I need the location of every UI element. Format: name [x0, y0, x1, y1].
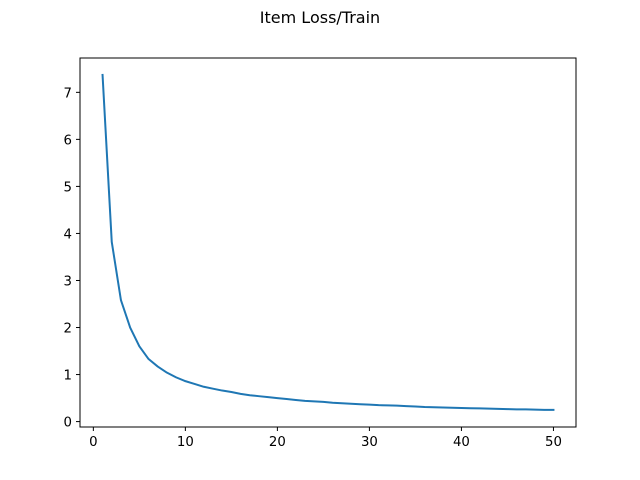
y-tick-label: 7 [64, 86, 72, 101]
x-tick-label: 20 [269, 435, 286, 450]
series-line-0 [101, 73, 555, 411]
x-tick-label: 30 [361, 435, 378, 450]
x-tick-label: 50 [545, 435, 562, 450]
y-tick-label: 6 [64, 133, 72, 148]
y-tick-label: 2 [64, 322, 72, 337]
y-tick-label: 5 [64, 180, 72, 195]
y-tick-label: 4 [64, 227, 72, 242]
chart-title: Item Loss/Train [260, 8, 380, 27]
y-tick-label: 0 [64, 416, 72, 431]
x-tick-label: 0 [89, 435, 97, 450]
y-tick-label: 1 [64, 369, 72, 384]
x-tick-label: 40 [453, 435, 470, 450]
plot-area: 0 10 20 30 40 50 0 1 2 3 4 5 6 7 [64, 57, 577, 450]
axes-frame [79, 57, 577, 428]
x-tick-label: 10 [177, 435, 194, 450]
y-tick-label: 3 [64, 274, 72, 289]
